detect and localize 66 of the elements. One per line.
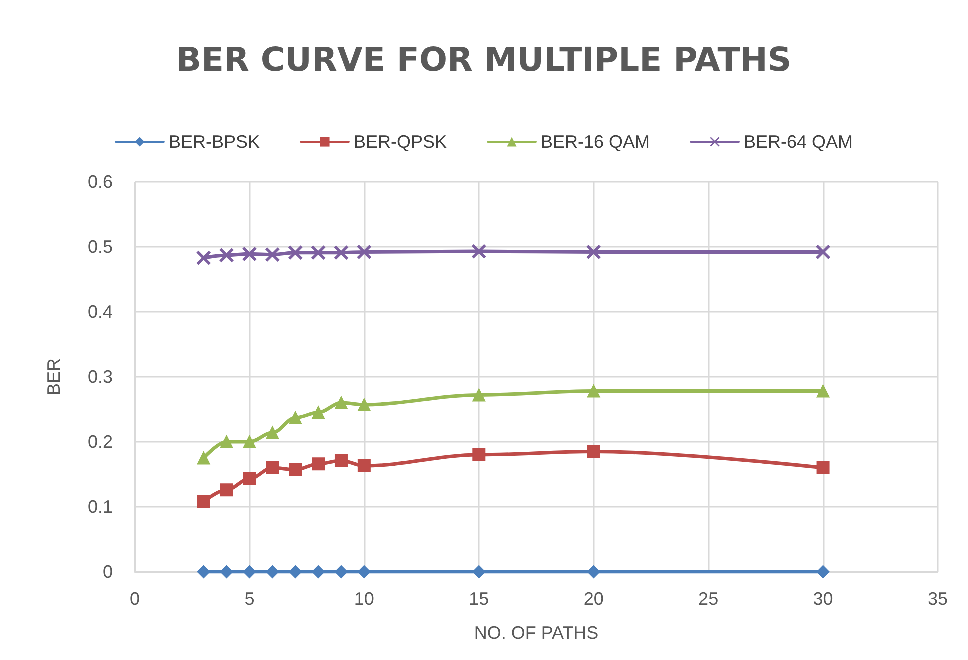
point	[587, 445, 600, 458]
point	[243, 566, 256, 578]
point	[334, 246, 348, 260]
point	[312, 458, 326, 471]
point	[358, 398, 371, 412]
point	[586, 245, 601, 260]
legend-label: BER-QPSK	[354, 132, 448, 152]
y-axis-title: BER	[44, 358, 64, 396]
point	[358, 460, 371, 473]
x-tick-label: 0	[130, 589, 140, 609]
point	[357, 245, 372, 260]
legend-label: BER-BPSK	[168, 132, 260, 152]
point	[220, 436, 234, 448]
x-tick-label: 15	[469, 589, 490, 609]
point	[197, 495, 210, 508]
point	[816, 384, 830, 398]
point	[220, 484, 234, 497]
point	[312, 406, 326, 420]
point	[312, 566, 326, 578]
point	[196, 251, 211, 266]
y-tick-label: 0	[102, 562, 113, 582]
point	[587, 384, 600, 398]
legend-label: BER-16 QAM	[541, 132, 650, 152]
point	[816, 245, 830, 260]
point	[472, 244, 486, 259]
x-axis-title: NO. OF PATHS	[474, 623, 599, 643]
point	[289, 566, 302, 578]
point	[334, 396, 348, 410]
point	[289, 463, 302, 476]
point	[472, 388, 486, 402]
point	[243, 436, 256, 448]
point	[288, 246, 303, 260]
x-tick-label: 35	[928, 589, 948, 609]
point	[220, 566, 234, 578]
point	[587, 566, 600, 578]
x-tick-label: 25	[698, 589, 719, 609]
x-tick-label: 30	[813, 589, 834, 609]
point	[197, 452, 210, 465]
point	[266, 248, 280, 262]
point	[312, 246, 326, 260]
point	[289, 411, 302, 424]
point	[266, 566, 280, 578]
point	[266, 426, 280, 440]
y-tick-label: 0.6	[88, 172, 113, 192]
point	[242, 247, 257, 262]
y-tick-label: 0.4	[88, 302, 113, 322]
x-tick-label: 10	[354, 589, 374, 609]
point	[816, 462, 830, 474]
point	[472, 448, 486, 462]
y-tick-label: 0.2	[88, 432, 113, 452]
point	[472, 566, 486, 578]
y-tick-label: 0.5	[88, 237, 113, 257]
y-tick-label: 0.3	[88, 367, 113, 387]
point	[197, 566, 210, 578]
point	[816, 566, 830, 578]
x-tick-label: 5	[244, 589, 255, 609]
legend-label: BER-64 QAM	[744, 132, 854, 152]
point	[266, 462, 280, 474]
point	[358, 566, 371, 578]
x-tick-label: 20	[584, 589, 604, 609]
chart-title: BER CURVE FOR MULTIPLE PATHS	[176, 40, 792, 79]
y-tick-label: 0.1	[88, 497, 113, 517]
point	[334, 566, 348, 578]
point	[220, 248, 234, 262]
point	[243, 472, 256, 486]
point	[334, 454, 348, 468]
